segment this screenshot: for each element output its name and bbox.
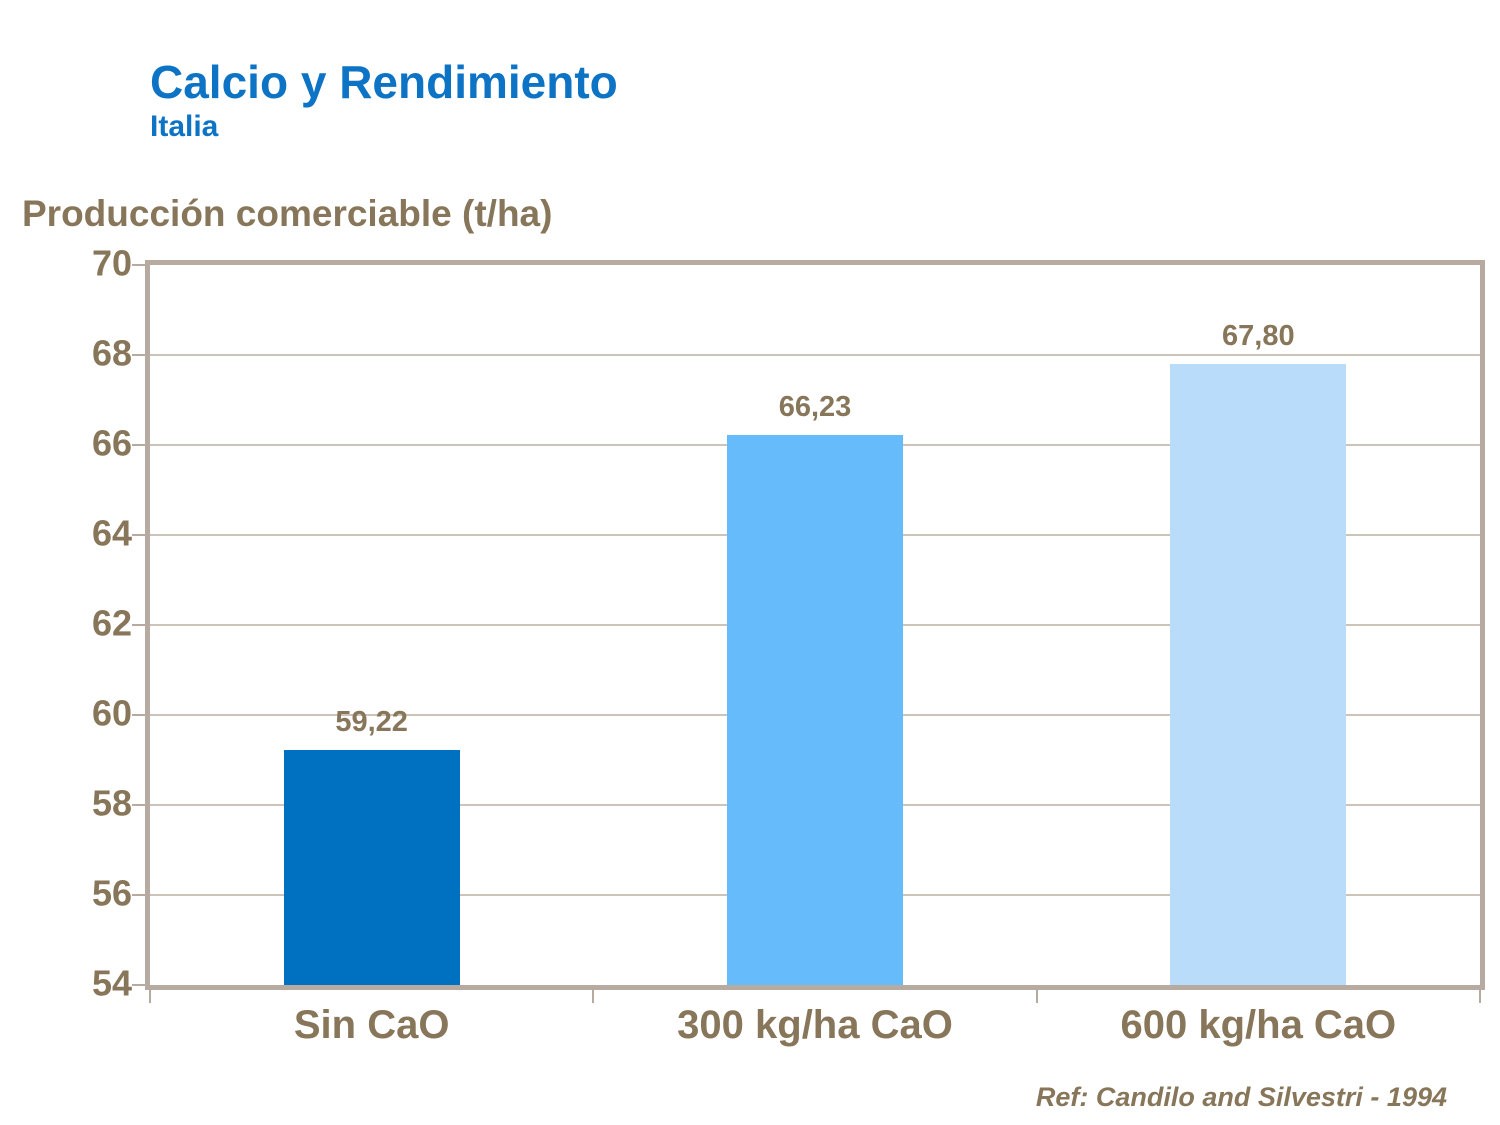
y-tick-mark: [132, 264, 145, 266]
y-tick-mark: [132, 624, 145, 626]
bar-1: [283, 750, 460, 985]
reference-note: Ref: Candilo and Silvestri - 1994: [1035, 1082, 1447, 1112]
y-tick-label: 66: [91, 422, 132, 464]
y-tick-label: 54: [91, 962, 132, 1004]
x-category-label: Sin CaO: [293, 1003, 450, 1047]
y-tick-mark: [132, 714, 145, 716]
y-tick-label: 68: [91, 332, 132, 374]
chart-subtitle: Italia: [150, 110, 219, 143]
x-tick-mark: [1035, 990, 1038, 1003]
x-tick-mark: [592, 990, 595, 1003]
y-tick-mark: [132, 534, 145, 536]
x-tick-mark: [1479, 990, 1481, 1003]
y-tick-label: 62: [91, 602, 132, 644]
x-tick-mark: [149, 990, 151, 1003]
x-category-label: 300 kg/ha CaO: [677, 1003, 953, 1047]
y-tick-mark: [132, 804, 145, 806]
y-tick-label: 56: [91, 872, 132, 914]
y-tick-mark: [132, 894, 145, 896]
y-tick-label: 58: [91, 782, 132, 824]
y-tick-label: 60: [91, 692, 132, 734]
y-axis-title: Producción comerciable (t/ha): [22, 193, 553, 234]
y-tick-mark: [132, 444, 145, 446]
y-tick-mark: [132, 354, 145, 356]
y-tick-label: 70: [91, 242, 132, 284]
plot-area: [145, 260, 1485, 990]
bar-2: [727, 434, 903, 985]
bar-3: [1170, 364, 1347, 985]
y-tick-mark: [132, 984, 145, 986]
y-tick-label: 64: [91, 512, 132, 554]
bar-value-label: 66,23: [778, 390, 852, 423]
chart-title: Calcio y Rendimiento: [150, 56, 618, 108]
bar-value-label: 59,22: [335, 706, 408, 739]
x-category-label: 600 kg/ha CaO: [1120, 1003, 1397, 1047]
gridline: [150, 354, 1480, 356]
bar-value-label: 67,80: [1222, 320, 1295, 352]
